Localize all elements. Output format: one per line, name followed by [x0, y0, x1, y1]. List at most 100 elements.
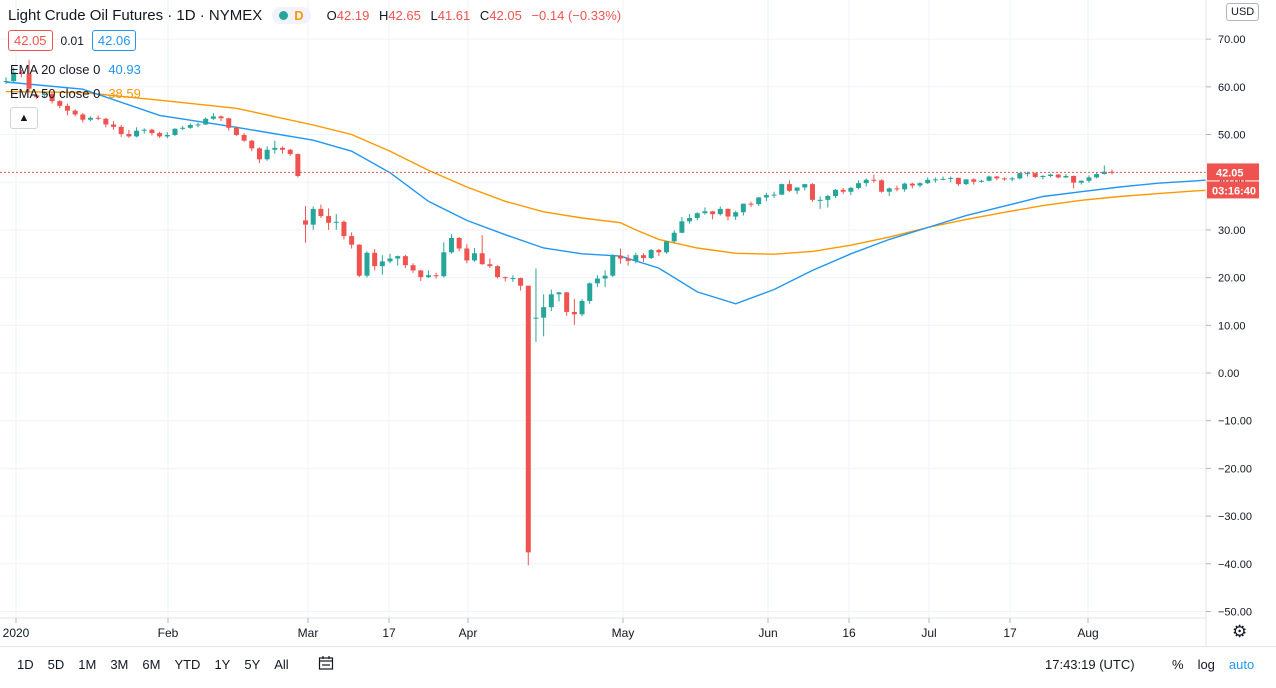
gear-icon[interactable]: ⚙ [1232, 622, 1248, 641]
candle [1055, 174, 1061, 179]
candle-body [180, 127, 186, 129]
candle-body [402, 256, 408, 266]
candle-body [1086, 177, 1092, 181]
candle-body [441, 252, 447, 277]
percent-toggle[interactable]: % [1172, 657, 1184, 672]
range-1d-button[interactable]: 1D [17, 657, 34, 672]
candle [610, 254, 616, 278]
candle-body [26, 73, 32, 89]
candle-body [303, 220, 309, 225]
candle [1048, 173, 1054, 178]
candle-body [18, 72, 24, 74]
candle [917, 182, 923, 188]
sell-price-button[interactable]: 42.05 [8, 30, 53, 51]
candle-body [510, 278, 516, 280]
candle [180, 125, 186, 131]
candle [210, 113, 216, 121]
last-price-label: 42.05 [1216, 167, 1244, 179]
candle-body [886, 188, 892, 192]
range-all-button[interactable]: All [274, 657, 289, 672]
candle [740, 203, 746, 216]
log-toggle[interactable]: log [1197, 657, 1215, 672]
candle [502, 276, 508, 282]
candle [779, 183, 785, 196]
candle-body [525, 285, 531, 553]
candle-body [41, 93, 47, 95]
candle-body [456, 238, 462, 249]
ema20-legend[interactable]: EMA 20 close 0 40.93 [10, 62, 141, 77]
candle [817, 196, 823, 209]
candle-body [656, 249, 662, 253]
candle-body [994, 176, 1000, 179]
time-axis: 2020 Feb Mar 17 Apr May Jun 16 Jul 17 Aug [0, 617, 1206, 640]
time-tick-label: 2020 [3, 626, 30, 640]
candle-body [210, 116, 216, 119]
ema50-legend[interactable]: EMA 50 close 0 38.59 [10, 86, 141, 101]
candle-body [1032, 173, 1038, 177]
open-value: 42.19 [336, 7, 370, 23]
candle [1094, 172, 1100, 179]
candle [617, 248, 623, 264]
candle-body [786, 184, 792, 191]
candle-body [571, 311, 577, 315]
range-5d-button[interactable]: 5D [47, 657, 65, 672]
candle-body [518, 278, 524, 286]
candle [464, 244, 470, 264]
candle-body [856, 183, 862, 188]
candle-body [602, 275, 608, 279]
candle [909, 182, 915, 189]
candle [164, 132, 170, 139]
range-5y-button[interactable]: 5Y [244, 657, 261, 672]
candle [1009, 176, 1015, 182]
candle-body [256, 148, 262, 160]
candle-body [748, 203, 754, 205]
candle-body [172, 128, 178, 135]
candle-body [925, 179, 931, 184]
candle [986, 175, 992, 182]
time-tick-label: 16 [842, 626, 856, 640]
candle [1001, 177, 1007, 181]
collapse-legend-button[interactable]: ▲ [10, 107, 38, 129]
currency-button[interactable]: USD [1226, 3, 1260, 21]
candle [349, 232, 355, 249]
candle-body [702, 211, 708, 214]
candle-body [710, 211, 716, 215]
price-chart[interactable]: 70.0060.0050.0040.0030.0020.0010.000.00−… [0, 0, 1276, 646]
range-3m-button[interactable]: 3M [110, 657, 129, 672]
time-tick-label: Apr [459, 626, 478, 640]
range-1y-button[interactable]: 1Y [214, 657, 231, 672]
candle-body [157, 133, 163, 137]
candle [525, 285, 531, 566]
candle [295, 153, 301, 178]
candle [541, 294, 547, 337]
candle [1071, 175, 1077, 189]
candle-body [395, 256, 401, 259]
candle [448, 234, 454, 254]
range-6m-button[interactable]: 6M [142, 657, 161, 672]
price-tick-label: −50.00 [1218, 607, 1252, 619]
range-1m-button[interactable]: 1M [78, 657, 97, 672]
candle-body [349, 236, 355, 245]
candle-body [226, 118, 232, 128]
buy-price-button[interactable]: 42.06 [91, 30, 137, 51]
spread-value: 0.01 [60, 33, 84, 48]
calendar-goto-icon[interactable] [318, 655, 334, 676]
candle-body [1078, 180, 1084, 183]
candle-body [164, 134, 170, 137]
symbol-title[interactable]: Light Crude Oil Futures · 1D · NYMEX [8, 6, 263, 24]
candle-body [126, 134, 132, 137]
range-ytd-button[interactable]: YTD [174, 657, 201, 672]
utc-clock[interactable]: 17:43:19 (UTC) [1045, 657, 1135, 672]
auto-toggle[interactable]: auto [1228, 657, 1255, 672]
candle-body [756, 197, 762, 205]
price-tick-label: 50.00 [1218, 130, 1246, 142]
price-tick-label: 60.00 [1218, 82, 1246, 94]
candle-body [848, 187, 854, 192]
candle-body [587, 283, 593, 301]
ema20-label: EMA 20 close 0 [10, 62, 101, 77]
change-value: −0.14 (−0.33%) [531, 7, 622, 23]
candle-body [617, 255, 623, 259]
candle [149, 128, 155, 136]
candle-body [472, 253, 478, 261]
candle [172, 128, 178, 136]
